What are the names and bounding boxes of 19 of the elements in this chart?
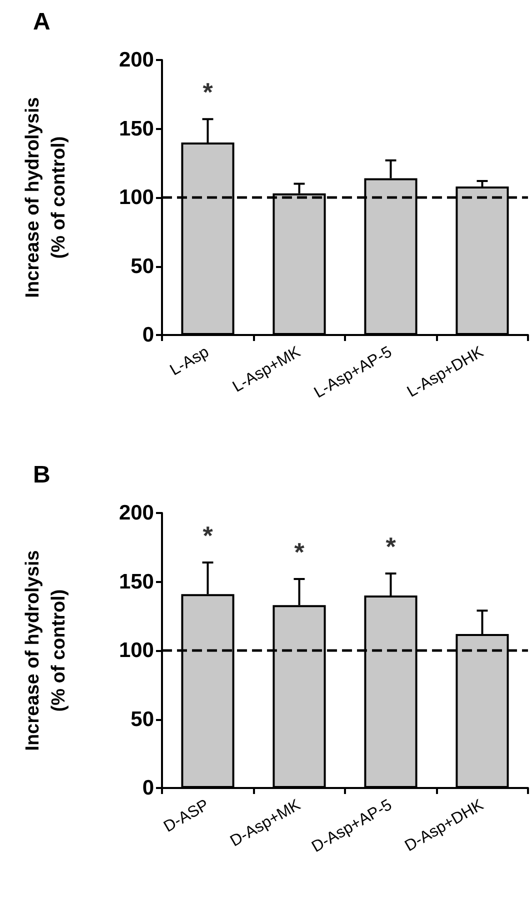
annotation: * (294, 537, 306, 567)
y-tick-label: 50 (130, 254, 154, 278)
y-tick-label: 100 (118, 639, 154, 662)
y-tick-label: 150 (118, 570, 154, 594)
y-tick-label: 150 (118, 117, 154, 140)
y-tick-label: 100 (118, 186, 154, 209)
annotation: * (202, 520, 214, 550)
chart-title: A (33, 8, 50, 36)
annotation: * (202, 77, 214, 108)
y-tick-label: 200 (118, 48, 154, 72)
y-tick-label: 0 (142, 324, 154, 346)
y-tick-label: 0 (142, 776, 154, 800)
y-tick-label: 50 (130, 708, 154, 731)
y-axis-title: Increase of hydrolysis (% of control) (22, 97, 70, 298)
y-tick-label: 200 (118, 502, 154, 524)
y-axis-title: Increase of hydrolysis (% of control) (22, 550, 70, 751)
chart-title: B (33, 462, 50, 488)
x-tick-label: L-Asp (167, 344, 212, 380)
annotation: * (386, 532, 397, 562)
